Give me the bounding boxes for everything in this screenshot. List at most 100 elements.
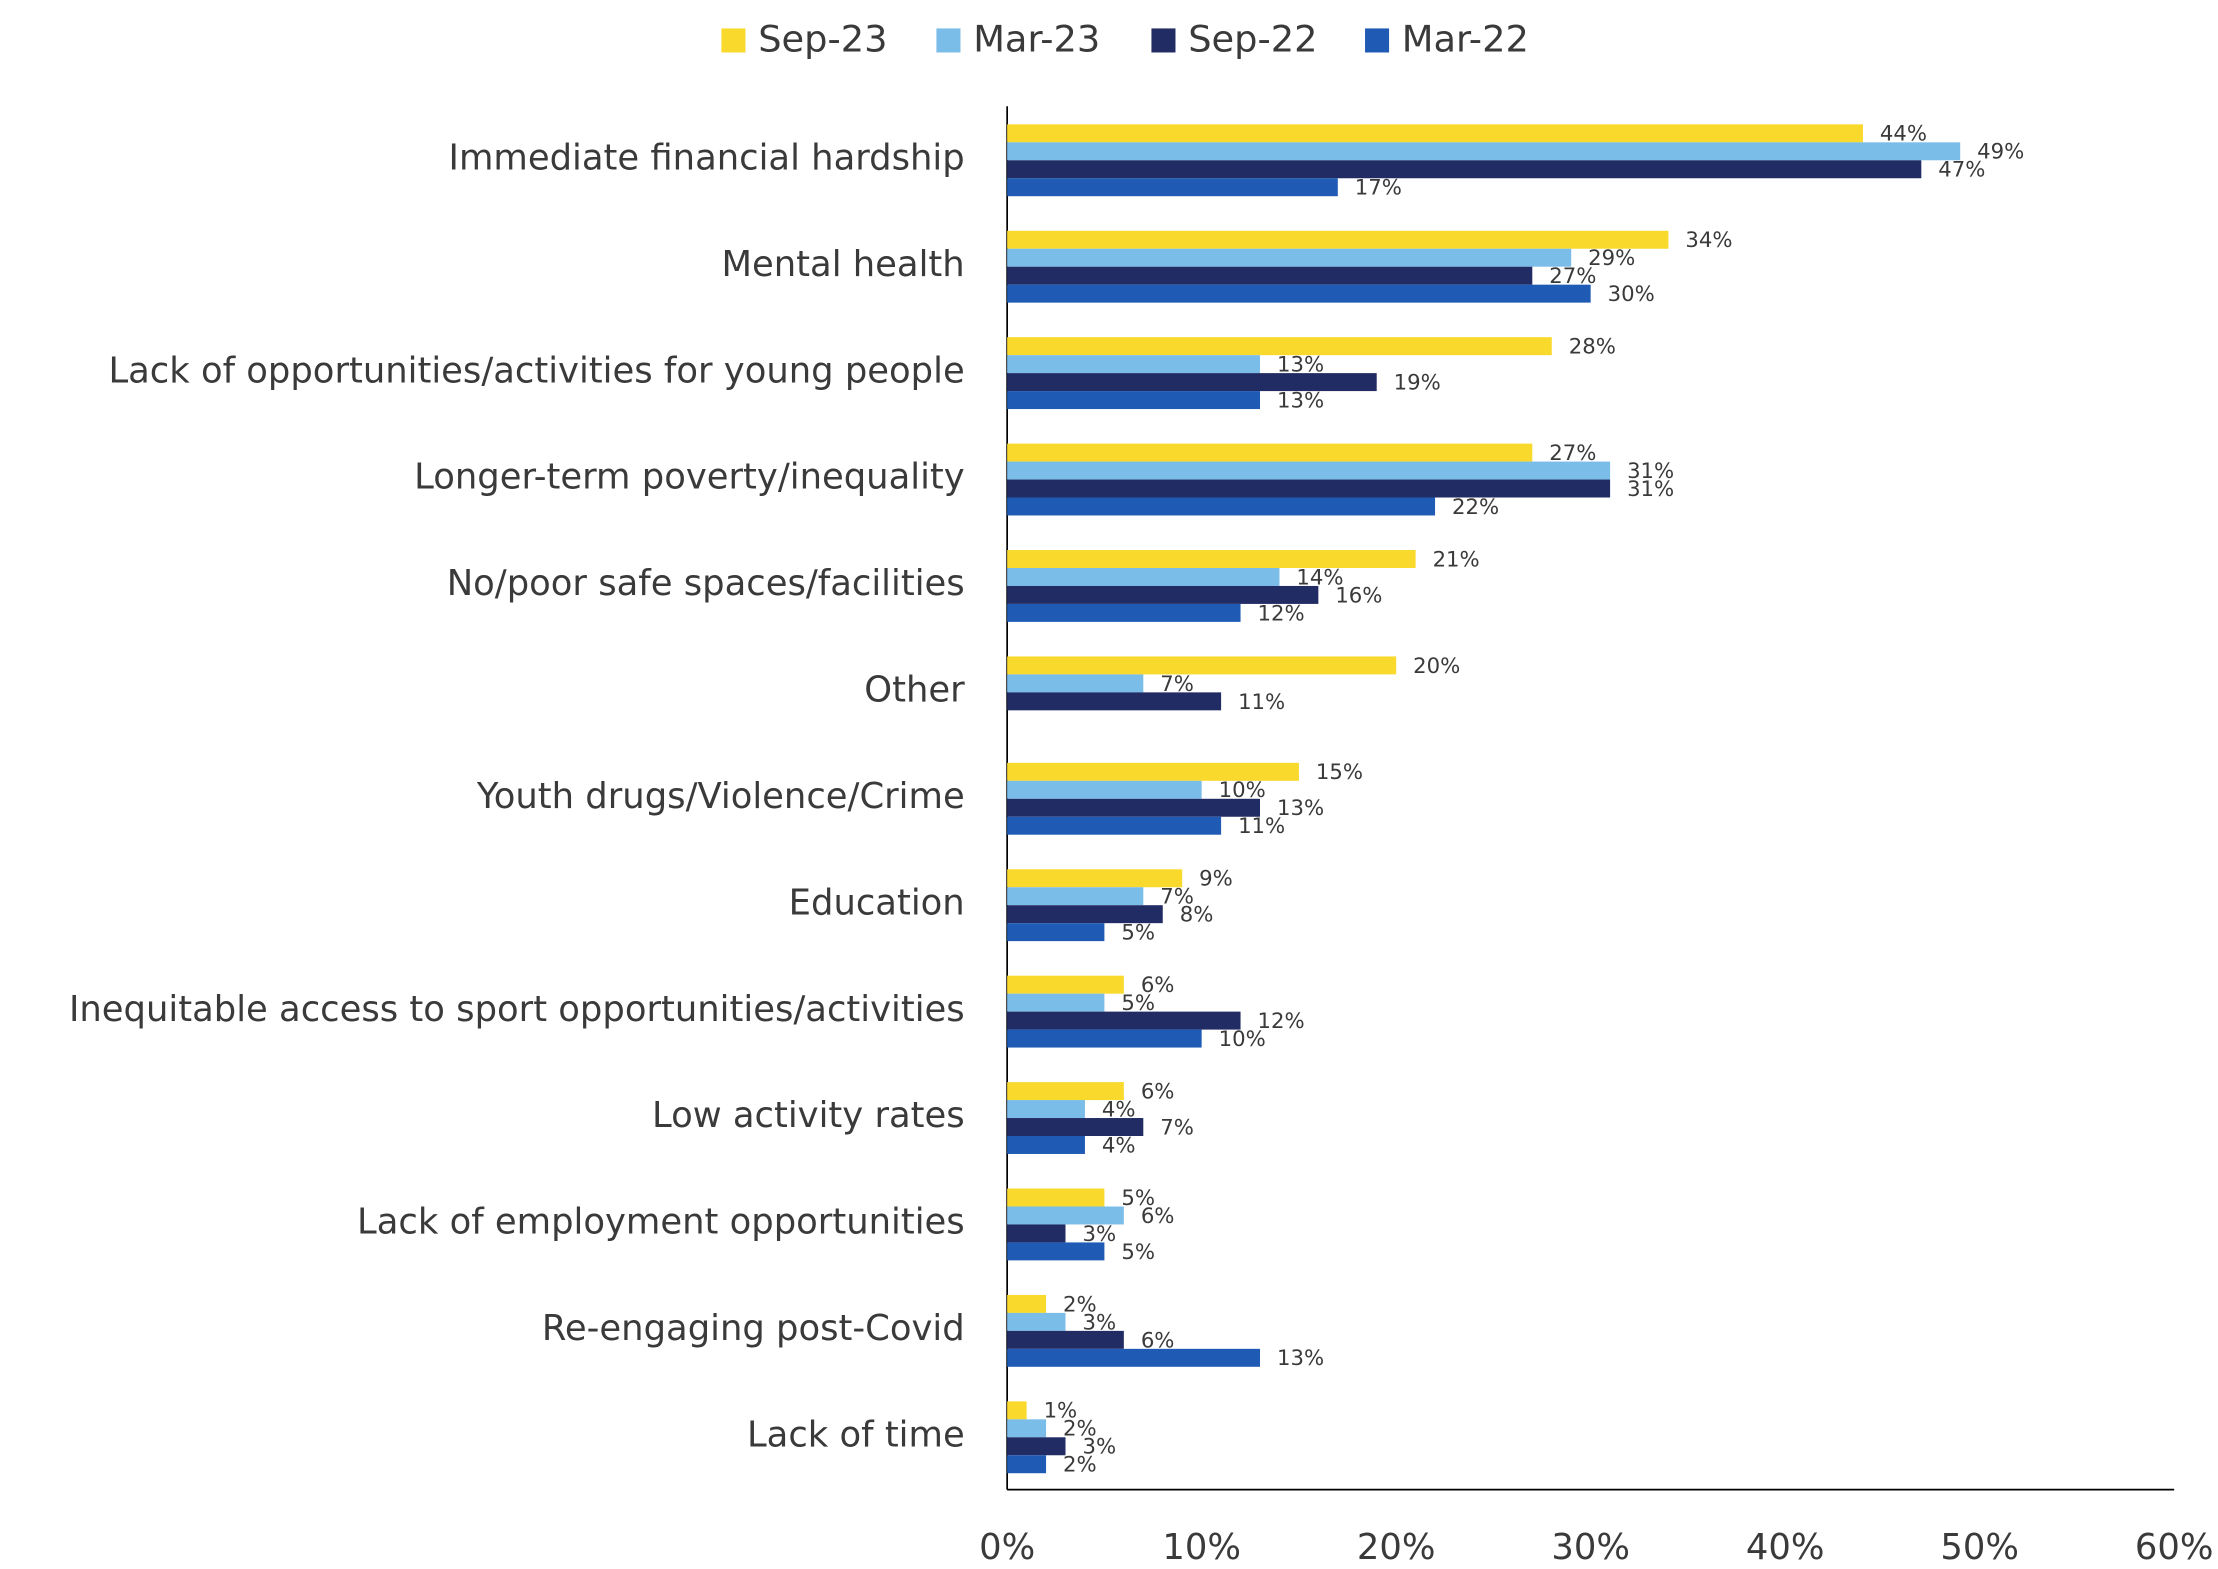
bar	[1007, 1206, 1124, 1225]
legend-label: Mar-23	[973, 18, 1100, 61]
value-label: 12%	[1258, 1009, 1305, 1034]
bar	[1007, 567, 1280, 586]
legend-label: Sep-23	[758, 18, 887, 61]
x-tick-label: 30%	[1551, 1527, 1630, 1568]
value-label: 19%	[1394, 371, 1441, 396]
value-label: 31%	[1627, 459, 1674, 484]
bar	[1007, 160, 1922, 179]
value-label: 2%	[1063, 1417, 1097, 1442]
value-label: 5%	[1121, 921, 1155, 946]
bar	[1007, 337, 1552, 356]
value-label: 1%	[1044, 1399, 1078, 1424]
bar	[1007, 1437, 1066, 1456]
bar	[1007, 355, 1261, 374]
value-label: 10%	[1219, 1027, 1266, 1052]
bar	[1007, 692, 1222, 711]
category-label: Re-engaging post-Covid	[542, 1308, 965, 1349]
bar	[1007, 248, 1572, 267]
x-tick-label: 10%	[1162, 1527, 1241, 1568]
value-label: 5%	[1121, 1240, 1155, 1265]
legend-label: Mar-22	[1402, 18, 1529, 61]
bar	[1007, 1118, 1144, 1137]
legend-label: Sep-22	[1188, 18, 1317, 61]
bar	[1007, 887, 1144, 906]
bar	[1007, 178, 1338, 197]
bar	[1007, 816, 1222, 835]
value-label: 22%	[1452, 495, 1499, 520]
x-tick-label: 0%	[979, 1527, 1035, 1568]
category-label: Lack of employment opportunities	[357, 1202, 965, 1243]
category-label: Other	[864, 670, 965, 711]
bar	[1007, 1029, 1202, 1048]
category-label: Lack of time	[747, 1414, 965, 1455]
bar	[1007, 1082, 1124, 1101]
bar	[1007, 762, 1299, 781]
value-label: 5%	[1121, 1186, 1155, 1211]
x-tick-label: 40%	[1746, 1527, 1825, 1568]
value-label: 49%	[1977, 140, 2024, 165]
value-label: 11%	[1238, 814, 1285, 839]
legend-swatch	[1365, 28, 1390, 53]
x-tick-label: 20%	[1357, 1527, 1436, 1568]
legend-swatch	[936, 28, 961, 53]
bar	[1007, 674, 1144, 693]
value-label: 2%	[1063, 1292, 1097, 1317]
bar	[1007, 1348, 1261, 1367]
bar	[1007, 550, 1416, 568]
category-label: Immediate financial hardship	[449, 137, 965, 178]
value-label: 20%	[1413, 654, 1460, 679]
value-label: 13%	[1277, 796, 1324, 821]
value-label: 13%	[1277, 388, 1324, 413]
value-label: 13%	[1277, 1346, 1324, 1371]
bar	[1007, 798, 1261, 817]
bar	[1007, 603, 1241, 622]
bar	[1007, 780, 1202, 799]
value-label: 2%	[1063, 1453, 1097, 1478]
value-label: 17%	[1355, 176, 1402, 201]
value-label: 29%	[1588, 246, 1635, 271]
bar	[1007, 656, 1397, 675]
value-label: 11%	[1238, 690, 1285, 715]
value-label: 9%	[1199, 867, 1233, 892]
legend-swatch	[1151, 28, 1176, 53]
bar	[1007, 443, 1533, 462]
value-label: 12%	[1258, 601, 1305, 626]
x-tick-label: 60%	[2135, 1527, 2214, 1568]
bar	[1007, 1294, 1047, 1313]
bar	[1007, 905, 1163, 924]
value-label: 8%	[1180, 903, 1214, 928]
value-label: 47%	[1938, 158, 1985, 183]
bar	[1007, 1401, 1027, 1420]
bar	[1007, 993, 1105, 1012]
value-label: 31%	[1627, 477, 1674, 502]
category-label: Mental health	[722, 244, 965, 285]
category-label: No/poor safe spaces/facilities	[447, 563, 965, 604]
bar	[1007, 142, 1961, 161]
category-label: Inequitable access to sport opportunitie…	[69, 989, 965, 1030]
x-tick-label: 50%	[1940, 1527, 2019, 1568]
bar	[1007, 461, 1611, 480]
bar	[1007, 124, 1863, 143]
bar	[1007, 391, 1261, 410]
bar	[1007, 1455, 1047, 1474]
value-label: 21%	[1433, 547, 1480, 572]
bar	[1007, 1312, 1066, 1331]
bar	[1007, 1419, 1047, 1438]
value-label: 3%	[1082, 1435, 1116, 1460]
value-label: 16%	[1335, 583, 1382, 608]
bar	[1007, 923, 1105, 942]
value-label: 30%	[1608, 282, 1655, 307]
value-label: 34%	[1685, 228, 1732, 253]
category-label: Youth drugs/Violence/Crime	[476, 776, 965, 817]
bar	[1007, 230, 1669, 249]
legend-swatch	[721, 28, 746, 53]
value-label: 6%	[1141, 1080, 1175, 1105]
bar	[1007, 975, 1124, 994]
value-label: 7%	[1160, 885, 1194, 910]
bar	[1007, 1188, 1105, 1207]
value-label: 7%	[1160, 1115, 1194, 1140]
bar	[1007, 1224, 1066, 1243]
bar	[1007, 1242, 1105, 1261]
category-label: Lack of opportunities/activities for you…	[108, 350, 964, 391]
